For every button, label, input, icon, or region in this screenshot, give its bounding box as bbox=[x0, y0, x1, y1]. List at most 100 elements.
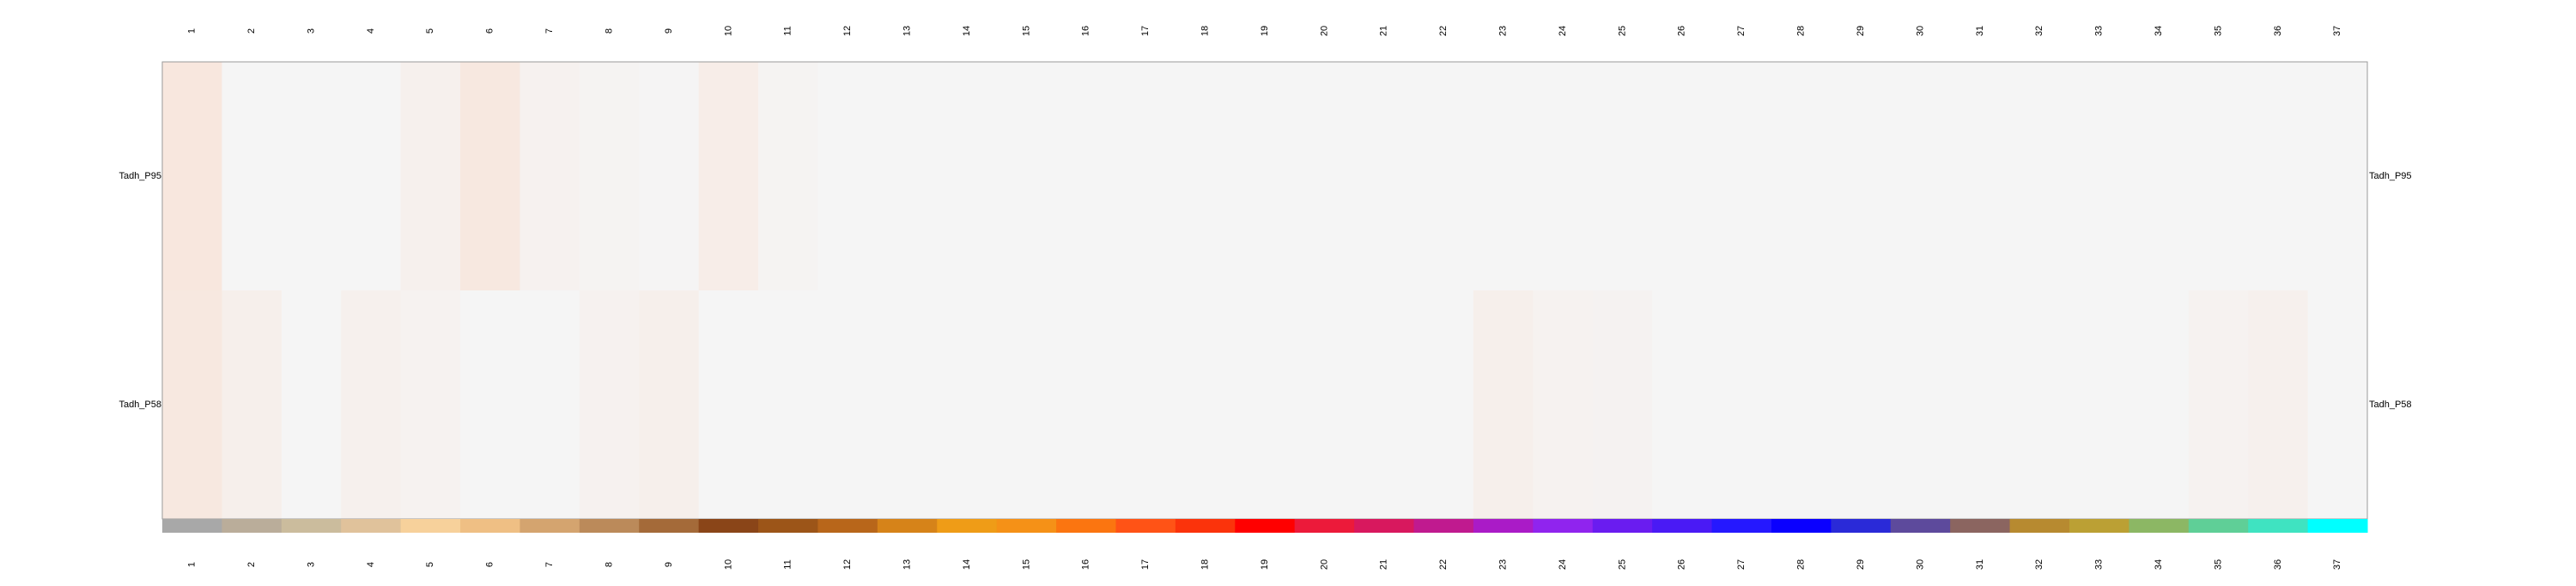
heatmap-cell bbox=[937, 290, 998, 520]
column-label-bottom: 1 bbox=[187, 562, 197, 567]
heatmap-cell bbox=[758, 62, 818, 291]
heatmap-cell bbox=[2248, 62, 2309, 291]
column-label-top: 34 bbox=[2154, 26, 2164, 36]
column-label-top: 27 bbox=[1736, 26, 1747, 36]
column-label-top: 37 bbox=[2332, 26, 2342, 36]
color-bar-segment bbox=[2248, 519, 2309, 533]
heatmap-cell bbox=[1592, 62, 1653, 291]
color-bar-segment bbox=[519, 519, 580, 533]
color-bar-segment bbox=[341, 519, 402, 533]
column-label-top: 31 bbox=[1975, 26, 1985, 36]
column-label-top: 20 bbox=[1319, 26, 1329, 36]
heatmap-cell bbox=[1235, 290, 1296, 520]
heatmap-cell bbox=[1175, 62, 1236, 291]
column-label-bottom: 33 bbox=[2094, 559, 2105, 570]
color-bar-segment bbox=[1711, 519, 1772, 533]
column-label-top: 36 bbox=[2273, 26, 2283, 36]
heatmap-cell bbox=[1950, 290, 2011, 520]
heatmap-cell bbox=[1533, 62, 1594, 291]
color-bar-segment bbox=[579, 519, 640, 533]
column-label-bottom: 24 bbox=[1558, 559, 1568, 570]
column-label-top: 26 bbox=[1677, 26, 1687, 36]
column-label-top: 6 bbox=[485, 28, 495, 34]
heatmap-cell bbox=[222, 290, 283, 520]
column-label-top: 23 bbox=[1498, 26, 1509, 36]
column-label-top: 25 bbox=[1617, 26, 1627, 36]
heatmap-cell bbox=[1473, 62, 1534, 291]
column-label-top: 13 bbox=[902, 26, 912, 36]
heatmap-cell bbox=[579, 62, 640, 291]
heatmap-cell bbox=[341, 290, 402, 520]
column-label-bottom: 10 bbox=[723, 559, 733, 570]
row-labels-right: Tadh_P95 Tadh_P58 bbox=[2369, 171, 2412, 410]
column-label-bottom: 16 bbox=[1081, 559, 1091, 570]
heatmap-cell bbox=[1592, 290, 1653, 520]
color-bar-segment bbox=[817, 519, 878, 533]
heatmap-cell bbox=[519, 290, 580, 520]
heatmap-cell bbox=[281, 290, 342, 520]
column-label-bottom: 27 bbox=[1736, 559, 1747, 570]
column-label-bottom: 4 bbox=[366, 562, 376, 567]
heatmap-cell bbox=[1413, 290, 1474, 520]
color-bar-segment bbox=[460, 519, 520, 533]
color-bar-segment bbox=[162, 519, 222, 533]
column-label-top: 24 bbox=[1558, 26, 1568, 36]
column-label-bottom: 13 bbox=[902, 559, 912, 570]
column-label-bottom: 29 bbox=[1856, 559, 1866, 570]
color-bar-segment bbox=[1175, 519, 1236, 533]
heatmap-cell bbox=[996, 290, 1057, 520]
heatmap-cell bbox=[2188, 290, 2249, 520]
heatmap-cell bbox=[639, 62, 700, 291]
heatmap-cell bbox=[1831, 62, 1892, 291]
color-bar-segment bbox=[1115, 519, 1176, 533]
column-label-bottom: 5 bbox=[425, 562, 435, 567]
color-bar-segment bbox=[2009, 519, 2070, 533]
column-label-bottom: 19 bbox=[1260, 559, 1270, 570]
column-label-top: 32 bbox=[2034, 26, 2044, 36]
heatmap-cell bbox=[698, 290, 759, 520]
heatmap-cell bbox=[1890, 290, 1951, 520]
column-label-top: 7 bbox=[544, 28, 555, 34]
column-label-top: 30 bbox=[1915, 26, 1925, 36]
row-label-right: Tadh_P95 bbox=[2369, 171, 2412, 181]
color-bar-segment bbox=[1294, 519, 1355, 533]
color-bar-segment bbox=[2129, 519, 2190, 533]
color-bar-segment bbox=[639, 519, 700, 533]
heatmap-cell bbox=[400, 62, 461, 291]
row-label-left: Tadh_P58 bbox=[118, 400, 161, 410]
color-bar-segment bbox=[1831, 519, 1892, 533]
column-label-bottom: 20 bbox=[1319, 559, 1329, 570]
heatmap-cell bbox=[2069, 62, 2129, 291]
heatmap-cell bbox=[1711, 62, 1772, 291]
column-label-top: 21 bbox=[1379, 26, 1389, 36]
heatmap-cell bbox=[460, 62, 520, 291]
column-label-bottom: 36 bbox=[2273, 559, 2283, 570]
column-label-top: 15 bbox=[1021, 26, 1031, 36]
column-label-top: 29 bbox=[1856, 26, 1866, 36]
heatmap-cell bbox=[1652, 290, 1713, 520]
heatmap-cell bbox=[877, 290, 938, 520]
column-label-top: 18 bbox=[1200, 26, 1210, 36]
heatmap-cell bbox=[1056, 62, 1116, 291]
column-label-top: 3 bbox=[306, 28, 316, 34]
color-bar-segment bbox=[1890, 519, 1951, 533]
heatmap-cell bbox=[1890, 62, 1951, 291]
heatmap-cell bbox=[758, 290, 818, 520]
heatmap-cell bbox=[162, 62, 222, 291]
column-label-bottom: 31 bbox=[1975, 559, 1985, 570]
column-label-bottom: 11 bbox=[783, 559, 793, 569]
column-label-bottom: 3 bbox=[306, 562, 316, 567]
heatmap-cell bbox=[1771, 290, 1832, 520]
heatmap-cell bbox=[996, 62, 1057, 291]
column-label-top: 12 bbox=[842, 26, 853, 36]
heatmap-cell bbox=[1294, 62, 1355, 291]
heatmap-cell bbox=[2009, 290, 2070, 520]
heatmap-cell bbox=[698, 62, 759, 291]
color-bar-segment bbox=[996, 519, 1057, 533]
color-bar-segment bbox=[2188, 519, 2249, 533]
column-label-top: 28 bbox=[1796, 26, 1807, 36]
column-label-bottom: 15 bbox=[1021, 559, 1031, 570]
top-column-labels: 1 2 3 4 5 6 7 8 9 10 11 12 13 14 15 16 17 18 19 20 21 22 23 24 2… bbox=[187, 26, 2343, 36]
column-label-bottom: 37 bbox=[2332, 559, 2342, 570]
column-label-top: 16 bbox=[1081, 26, 1091, 36]
